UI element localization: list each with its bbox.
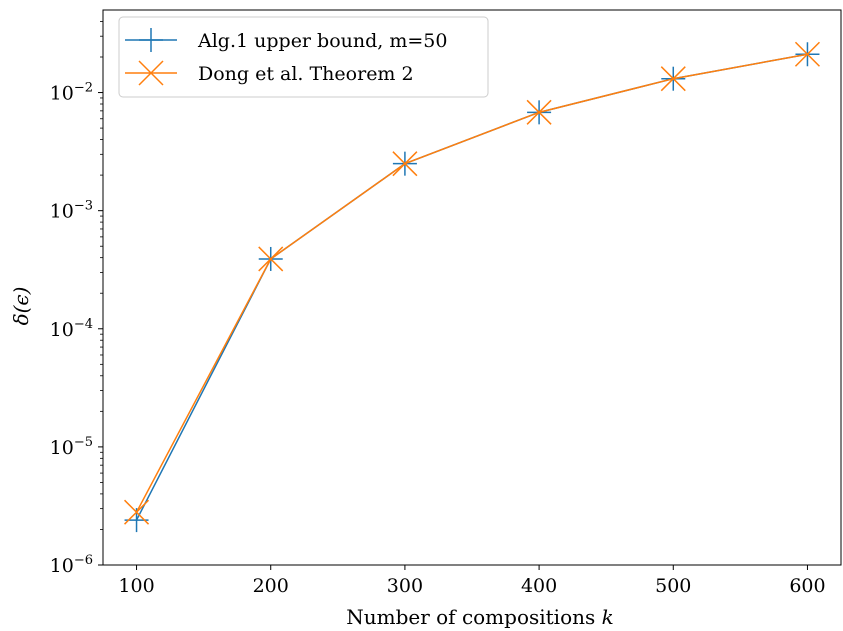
x-tick-label: 400 bbox=[521, 575, 557, 597]
y-tick-label: 10−2 bbox=[50, 81, 93, 105]
x-tick-label: 200 bbox=[253, 575, 289, 597]
series-2 bbox=[124, 41, 820, 525]
y-tick-label: 10−3 bbox=[50, 199, 93, 223]
y-tick-label: 10−6 bbox=[50, 553, 93, 577]
plot-area bbox=[102, 9, 842, 566]
legend-label: Alg.1 upper bound, m=50 bbox=[197, 30, 448, 52]
legend-marker bbox=[138, 60, 164, 86]
svg-text:δ(ϵ): δ(ϵ) bbox=[9, 287, 33, 326]
ticks-layer: 100 200 300 400 500 600 10−6 10−5 10−4 10−3 10−2 bbox=[50, 21, 826, 597]
legend-frame bbox=[118, 16, 489, 98]
data-point bbox=[392, 151, 418, 177]
series-layer bbox=[124, 41, 820, 533]
legend: Alg.1 upper bound, m=50 Dong et al. Theor… bbox=[118, 16, 489, 98]
data-point bbox=[794, 41, 820, 67]
y-axis-label: δ(ϵ) bbox=[9, 287, 33, 326]
plot-frame bbox=[102, 9, 842, 566]
y-tick-label: 10−4 bbox=[50, 317, 93, 341]
legend-marker bbox=[139, 28, 163, 52]
legend-label: Dong et al. Theorem 2 bbox=[198, 63, 414, 85]
y-tick-label: 10−5 bbox=[50, 435, 93, 459]
data-point bbox=[660, 66, 686, 92]
x-tick-label: 500 bbox=[655, 575, 691, 597]
series-line bbox=[135, 53, 808, 513]
x-tick-label: 300 bbox=[387, 575, 423, 597]
data-point bbox=[124, 499, 150, 525]
data-point bbox=[258, 246, 284, 272]
legend-item-1: Alg.1 upper bound, m=50 bbox=[125, 28, 448, 52]
legend-item-2: Dong et al. Theorem 2 bbox=[125, 60, 414, 86]
x-tick-label: 100 bbox=[118, 575, 154, 597]
x-tick-label: 600 bbox=[789, 575, 825, 597]
x-axis-label: Number of compositions k bbox=[346, 605, 614, 629]
data-point bbox=[526, 99, 552, 125]
